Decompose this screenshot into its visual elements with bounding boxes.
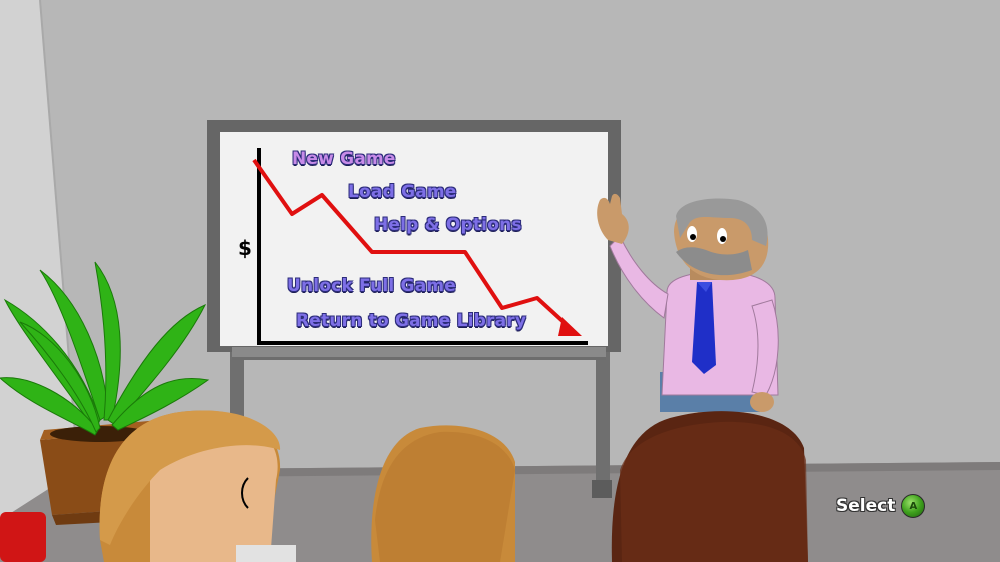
presenter-character	[597, 193, 779, 412]
audience-left	[99, 410, 296, 562]
menu-help-options[interactable]: Help & Options	[374, 215, 522, 235]
audience-right	[611, 411, 808, 562]
red-chair	[0, 512, 46, 562]
menu-return-to-game-library[interactable]: Return to Game Library	[296, 311, 527, 331]
chart-y-axis-symbol: $	[238, 236, 252, 260]
whiteboard-chart	[252, 148, 588, 345]
trend-arrowhead	[558, 317, 582, 336]
audience	[99, 410, 808, 562]
trend-line	[252, 158, 574, 332]
menu-unlock-full-game[interactable]: Unlock Full Game	[287, 276, 457, 296]
a-button-icon: A	[901, 494, 926, 518]
whiteboard	[207, 120, 621, 498]
select-prompt: Select A	[836, 494, 926, 518]
menu-new-game[interactable]: New Game	[292, 149, 396, 169]
menu-load-game[interactable]: Load Game	[348, 182, 457, 202]
audience-middle	[371, 425, 515, 562]
select-label: Select	[836, 496, 896, 516]
